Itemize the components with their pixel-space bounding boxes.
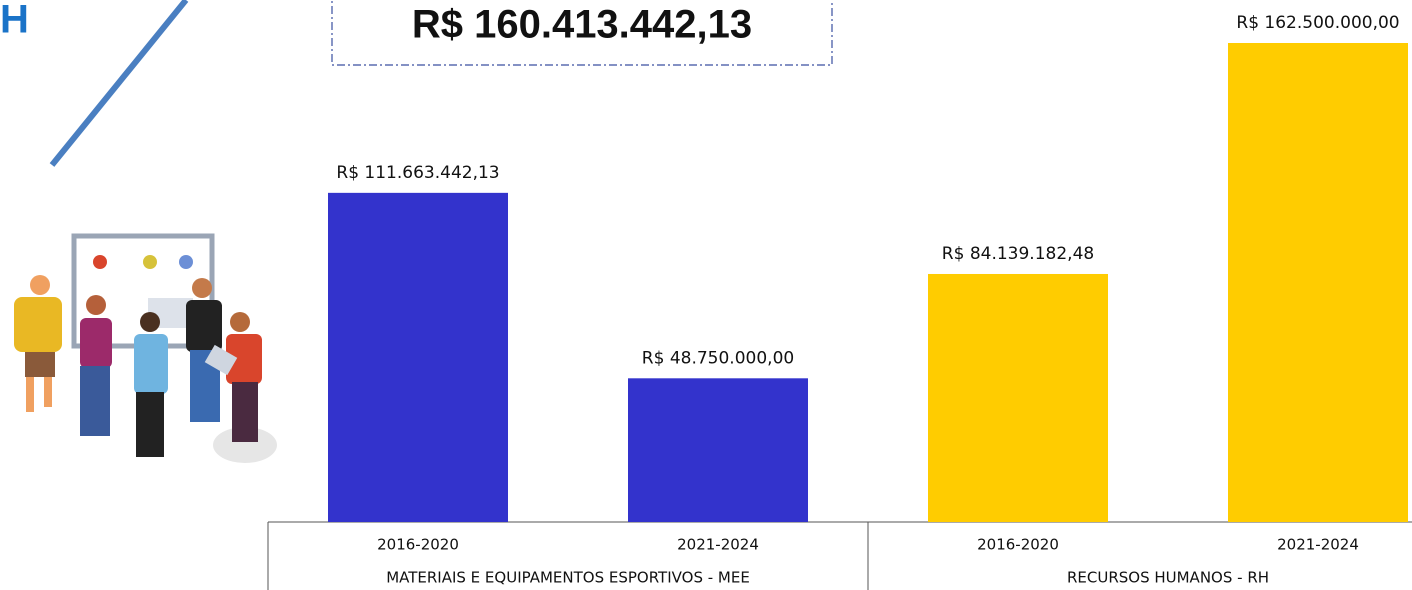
header-fragment: H xyxy=(0,0,29,42)
decorative-line xyxy=(49,0,189,167)
x-tick-label: 2016-2020 xyxy=(977,536,1059,554)
x-tick-label: 2016-2020 xyxy=(377,536,459,554)
illustration xyxy=(14,233,277,463)
x-tick-label: 2021-2024 xyxy=(1277,536,1359,554)
value-label: R$ 48.750.000,00 xyxy=(642,348,794,368)
group-label: MATERIAIS E EQUIPAMENTOS ESPORTIVOS - ME… xyxy=(386,569,750,587)
bar xyxy=(928,273,1108,522)
value-label: R$ 84.139.182,48 xyxy=(942,244,1094,264)
bar xyxy=(1228,43,1408,522)
total-label: R$ 160.413.442,13 xyxy=(412,3,752,47)
value-label: R$ 111.663.442,13 xyxy=(336,163,499,183)
bar xyxy=(328,192,508,522)
group-label: RECURSOS HUMANOS - RH xyxy=(1067,569,1269,587)
value-label: R$ 162.500.000,00 xyxy=(1236,13,1399,33)
x-tick-label: 2021-2024 xyxy=(677,536,759,554)
total-box xyxy=(331,0,833,66)
bar xyxy=(628,378,808,522)
